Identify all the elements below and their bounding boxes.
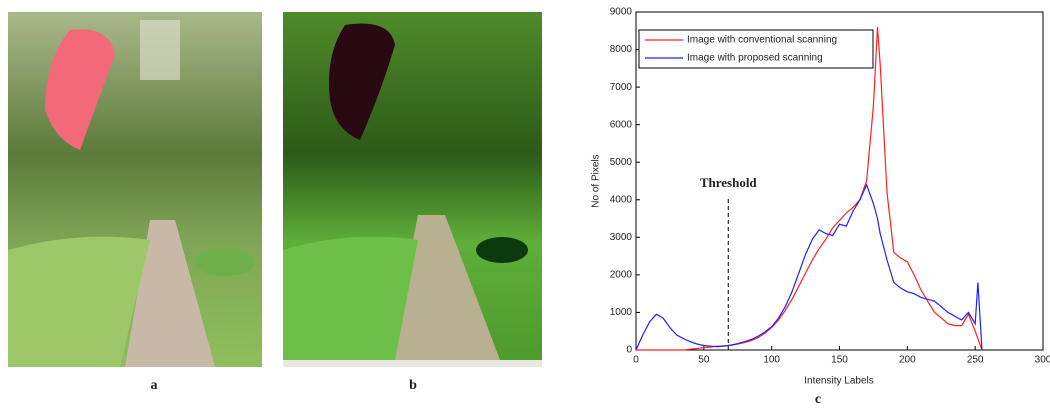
y-tick-label: 3000 <box>610 232 633 243</box>
series-line <box>636 27 982 350</box>
threshold-label: Threshold <box>700 175 758 190</box>
panel-label: c <box>815 392 821 407</box>
x-axis-label: Intensity Labels <box>804 376 874 387</box>
x-tick-label: 300 <box>1035 355 1050 366</box>
x-tick-label: 50 <box>698 355 710 366</box>
y-tick-label: 6000 <box>610 119 633 130</box>
x-tick-label: 100 <box>763 355 780 366</box>
y-tick-label: 0 <box>626 345 632 356</box>
x-tick-label: 150 <box>831 355 848 366</box>
y-axis-label: No of Pixels <box>591 154 602 207</box>
photo-a <box>8 12 262 367</box>
page: a b c Intensity Labels No of Pixels 0 50 1… <box>0 0 1050 412</box>
y-tick-label: 1000 <box>610 307 633 318</box>
panel-label: a <box>151 378 158 393</box>
x-tick-label: 0 <box>633 355 639 366</box>
legend-label: Image with proposed scanning <box>687 53 823 64</box>
y-tick-label: 9000 <box>610 7 633 18</box>
y-tick-label: 5000 <box>610 157 633 168</box>
y-tick-label: 4000 <box>610 194 633 205</box>
y-tick-label: 7000 <box>610 82 633 93</box>
legend-label: Image with conventional scanning <box>687 35 837 46</box>
x-tick-label: 200 <box>899 355 916 366</box>
panel-label: b <box>409 378 417 393</box>
photo-b <box>283 12 542 367</box>
y-tick-label: 2000 <box>610 270 633 281</box>
x-tick-label: 250 <box>967 355 984 366</box>
y-tick-label: 8000 <box>610 44 633 55</box>
figure: a b c Intensity Labels No of Pixels 0 50 1… <box>0 0 1050 407</box>
